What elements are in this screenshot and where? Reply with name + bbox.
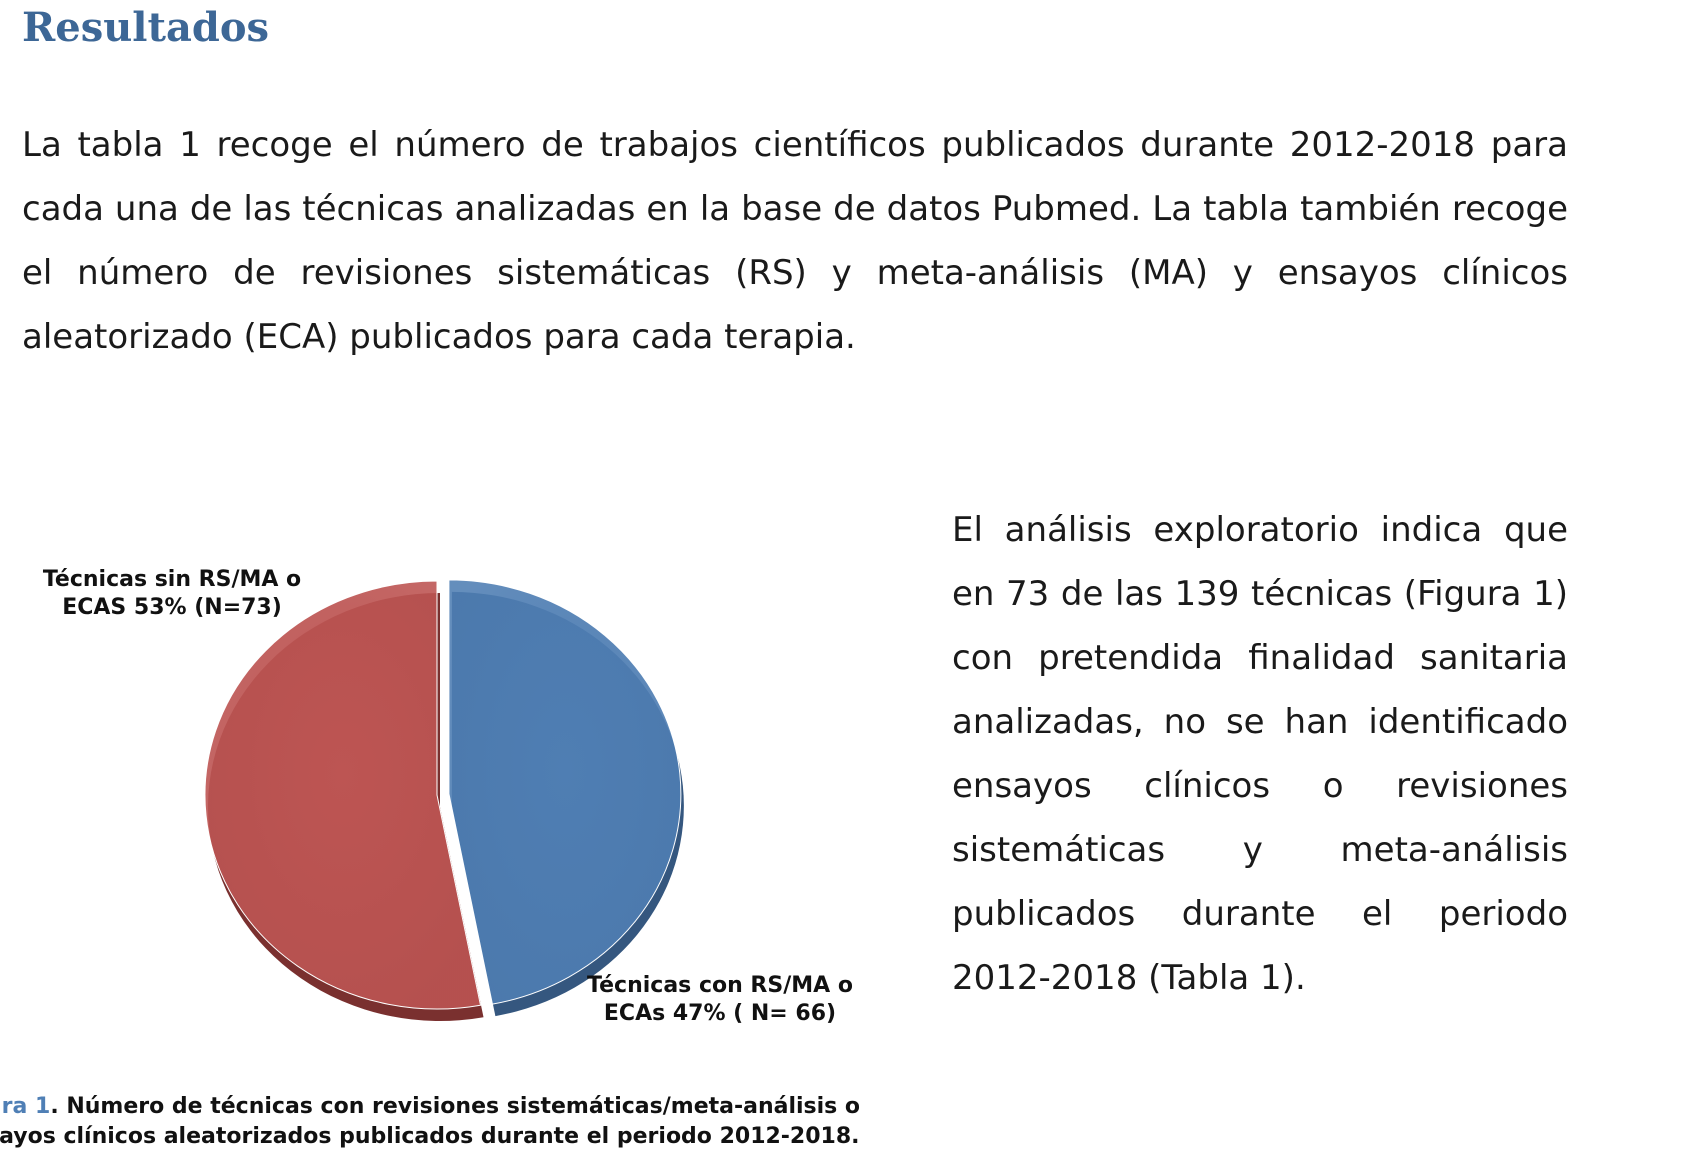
slice-label-with-evidence-line2: ECAs 47% ( N= 66) bbox=[603, 1001, 837, 1026]
pie-chart bbox=[0, 540, 930, 1060]
pie-slice-1 bbox=[204, 580, 482, 1010]
analysis-paragraph: El análisis exploratorio indica que en 7… bbox=[952, 510, 1568, 998]
slice-label-with-evidence: Técnicas con RS/MA o ECAs 47% ( N= 66) bbox=[560, 972, 880, 1028]
figure-caption-line1: ura 1. Número de técnicas con revisiones… bbox=[0, 1092, 916, 1122]
intro-paragraph: La tabla 1 recoge el número de trabajos … bbox=[22, 125, 1568, 357]
figure-reference[interactable]: ura 1 bbox=[0, 1094, 51, 1119]
slice-label-without-evidence-line1: Técnicas sin RS/MA o bbox=[42, 567, 302, 592]
pie-chart-svg bbox=[204, 579, 684, 1021]
pie-slice-0 bbox=[448, 579, 682, 1005]
figure-caption: ura 1. Número de técnicas con revisiones… bbox=[0, 1092, 916, 1152]
slice-label-with-evidence-line1: Técnicas con RS/MA o bbox=[587, 973, 853, 998]
figure-caption-line2: sayos clínicos aleatorizados publicados … bbox=[0, 1124, 860, 1149]
section-heading: Resultados bbox=[22, 4, 270, 51]
figure-caption-text1: . Número de técnicas con revisiones sist… bbox=[50, 1094, 861, 1119]
slice-label-without-evidence-line2: ECAS 53% (N=73) bbox=[62, 595, 282, 620]
slice-label-without-evidence: Técnicas sin RS/MA o ECAS 53% (N=73) bbox=[22, 566, 322, 622]
